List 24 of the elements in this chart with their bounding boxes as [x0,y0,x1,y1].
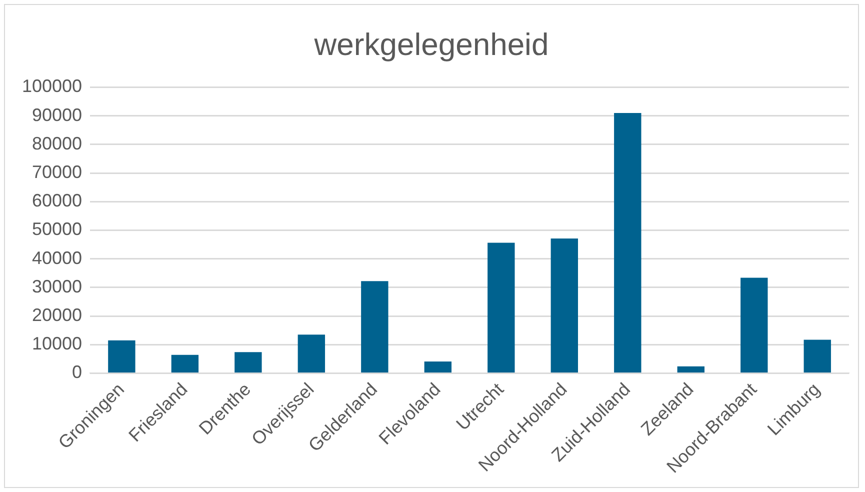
bar [424,362,452,372]
bar [488,242,515,372]
bar [298,334,326,372]
bar [234,352,262,372]
y-tick-label: 80000 [32,133,82,154]
y-tick-label: 50000 [32,219,82,240]
bar [614,112,642,372]
bar [677,366,704,372]
y-tick-label: 90000 [32,104,82,125]
y-tick-label: 0 [72,362,82,382]
bar [740,278,768,372]
y-tick-label: 20000 [32,305,82,326]
y-tick-label: 100000 [22,76,82,96]
chart-title: werkgelegenheid [313,27,549,62]
y-tick-label: 40000 [32,248,82,268]
bar [361,281,388,372]
y-tick-label: 10000 [32,334,82,354]
y-tick-label: 70000 [32,162,82,182]
bar [171,354,199,372]
bar [804,340,831,372]
bar [108,340,136,372]
y-tick-label: 30000 [32,276,82,296]
bar [550,238,578,372]
y-tick-label: 60000 [32,190,82,211]
